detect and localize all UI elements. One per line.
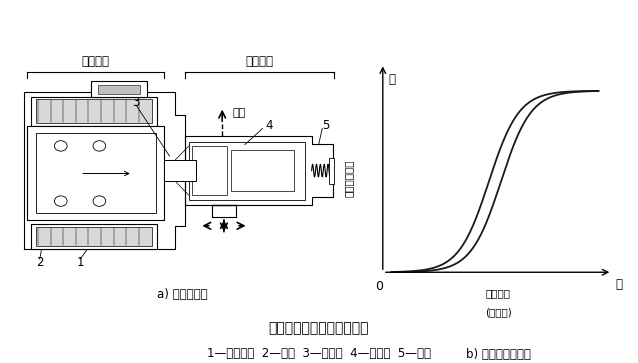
Bar — [165, 160, 196, 181]
Circle shape — [93, 141, 106, 151]
Bar — [36, 133, 156, 213]
Circle shape — [54, 141, 67, 151]
Text: a) 结构示意图: a) 结构示意图 — [156, 288, 207, 301]
Text: 电磁部分: 电磁部分 — [82, 54, 110, 68]
Circle shape — [93, 196, 106, 206]
Text: 5: 5 — [322, 119, 329, 132]
Text: 1—电磁线圈  2—滑阀  3—滑阀轴  4—控制阀  5—弹簧: 1—电磁线圈 2—滑阀 3—滑阀轴 4—控制阀 5—弹簧 — [207, 347, 431, 360]
Bar — [329, 158, 334, 184]
Text: 2: 2 — [36, 256, 43, 269]
Text: (空占比): (空占比) — [485, 308, 512, 318]
Bar — [27, 126, 165, 220]
Text: 线性电磁压力: 线性电磁压力 — [343, 159, 353, 197]
Text: b) 空占比调节曲线: b) 空占比调节曲线 — [466, 348, 531, 362]
Bar — [31, 224, 157, 249]
Text: 恒: 恒 — [389, 73, 396, 86]
Text: 0: 0 — [375, 280, 383, 293]
Bar — [36, 99, 152, 123]
Circle shape — [54, 196, 67, 206]
Bar — [91, 81, 147, 97]
Text: 3: 3 — [133, 96, 140, 109]
Bar — [189, 142, 305, 200]
Bar — [231, 150, 294, 191]
Text: 占空比式电磁阀结构与原理: 占空比式电磁阀结构与原理 — [269, 322, 369, 335]
Text: 4: 4 — [266, 119, 273, 132]
Bar — [31, 97, 157, 126]
Text: 排出: 排出 — [233, 107, 246, 118]
Bar — [98, 85, 140, 94]
Text: 大: 大 — [616, 278, 623, 291]
Bar — [36, 227, 152, 246]
Text: 通电电流: 通电电流 — [486, 289, 511, 299]
Bar — [193, 146, 227, 195]
Text: 1: 1 — [77, 256, 84, 269]
Text: 调压部分: 调压部分 — [245, 54, 273, 68]
